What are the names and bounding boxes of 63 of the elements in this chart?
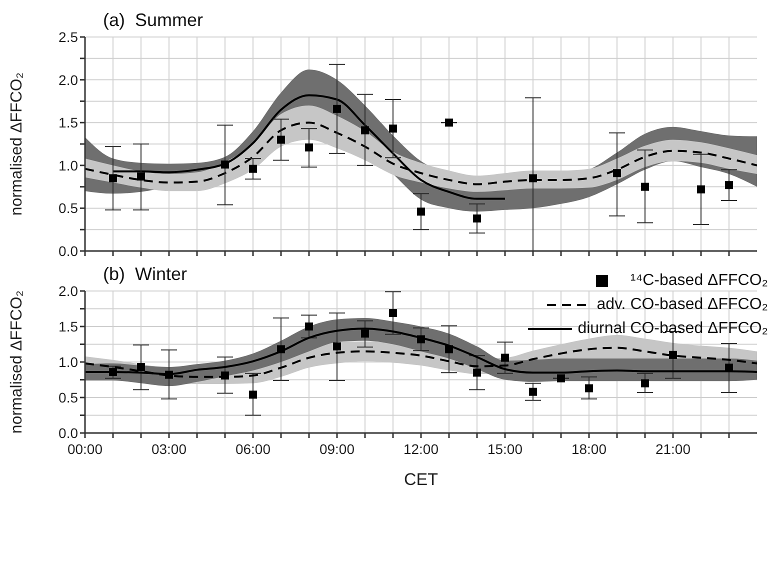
x-tick-label: 03:00 [151,441,187,457]
x-tick-label: 06:00 [235,441,271,457]
point [165,370,173,379]
y-tick-label: 2.5 [58,28,78,45]
point [417,335,425,344]
point [361,126,369,134]
point [473,368,481,377]
y-tick-label: 2.0 [58,282,78,299]
point [109,368,117,376]
point [389,124,397,133]
point [501,354,509,362]
point [417,208,425,216]
y-tick-label: 0.0 [58,242,78,259]
point [613,169,621,178]
point [137,362,145,371]
x-axis-title: CET [404,470,438,489]
x-tick-label: 09:00 [319,441,355,457]
y-tick-label: 1.0 [58,354,78,370]
x-tick-label: 15:00 [487,441,523,457]
legend-label: diurnal CO-based ΔFFCO₂ [578,319,768,339]
point [669,350,677,359]
point [333,342,341,350]
y-tick-label: 1.0 [58,157,78,174]
y-tick-label: 2.0 [58,72,78,88]
point [333,104,341,113]
y-tick-label: 0.0 [58,424,78,441]
chart-title: (a) Summer [103,10,204,31]
point [305,322,313,330]
point [445,118,453,127]
point [249,164,257,173]
point [557,374,565,382]
y-axis-title: normalised ΔFFCO₂ [8,72,26,216]
y-axis-title: normalised ΔFFCO₂ [8,290,26,434]
x-tick-label: 12:00 [403,441,439,457]
point [529,174,537,182]
y-tick-label: 1.5 [58,114,78,131]
point [109,174,117,182]
point [697,185,705,194]
x-tick-label: 18:00 [571,441,607,457]
y-tick-label: 1.5 [58,318,78,334]
x-tick-label: 21:00 [655,441,691,457]
x-tick-label: 00:00 [67,441,103,457]
point [277,345,285,354]
point [529,388,537,396]
point [473,214,481,222]
point [361,330,369,338]
y-tick-label: 0.5 [58,389,78,406]
point [725,181,733,190]
point [305,143,313,152]
point [221,160,229,169]
legend-label: adv. CO-based ΔFFCO₂ [596,295,768,315]
chart-title: (b) Winter [103,264,188,285]
point [445,345,453,354]
point [585,384,593,392]
y-tick-label: 0.5 [58,200,78,216]
point [137,172,145,181]
point [389,309,397,318]
point [277,136,285,144]
point [641,182,649,191]
point [221,371,229,380]
legend-label: ¹⁴C-based ΔFFCO₂ [630,271,768,291]
point [249,390,257,399]
point [641,379,649,388]
